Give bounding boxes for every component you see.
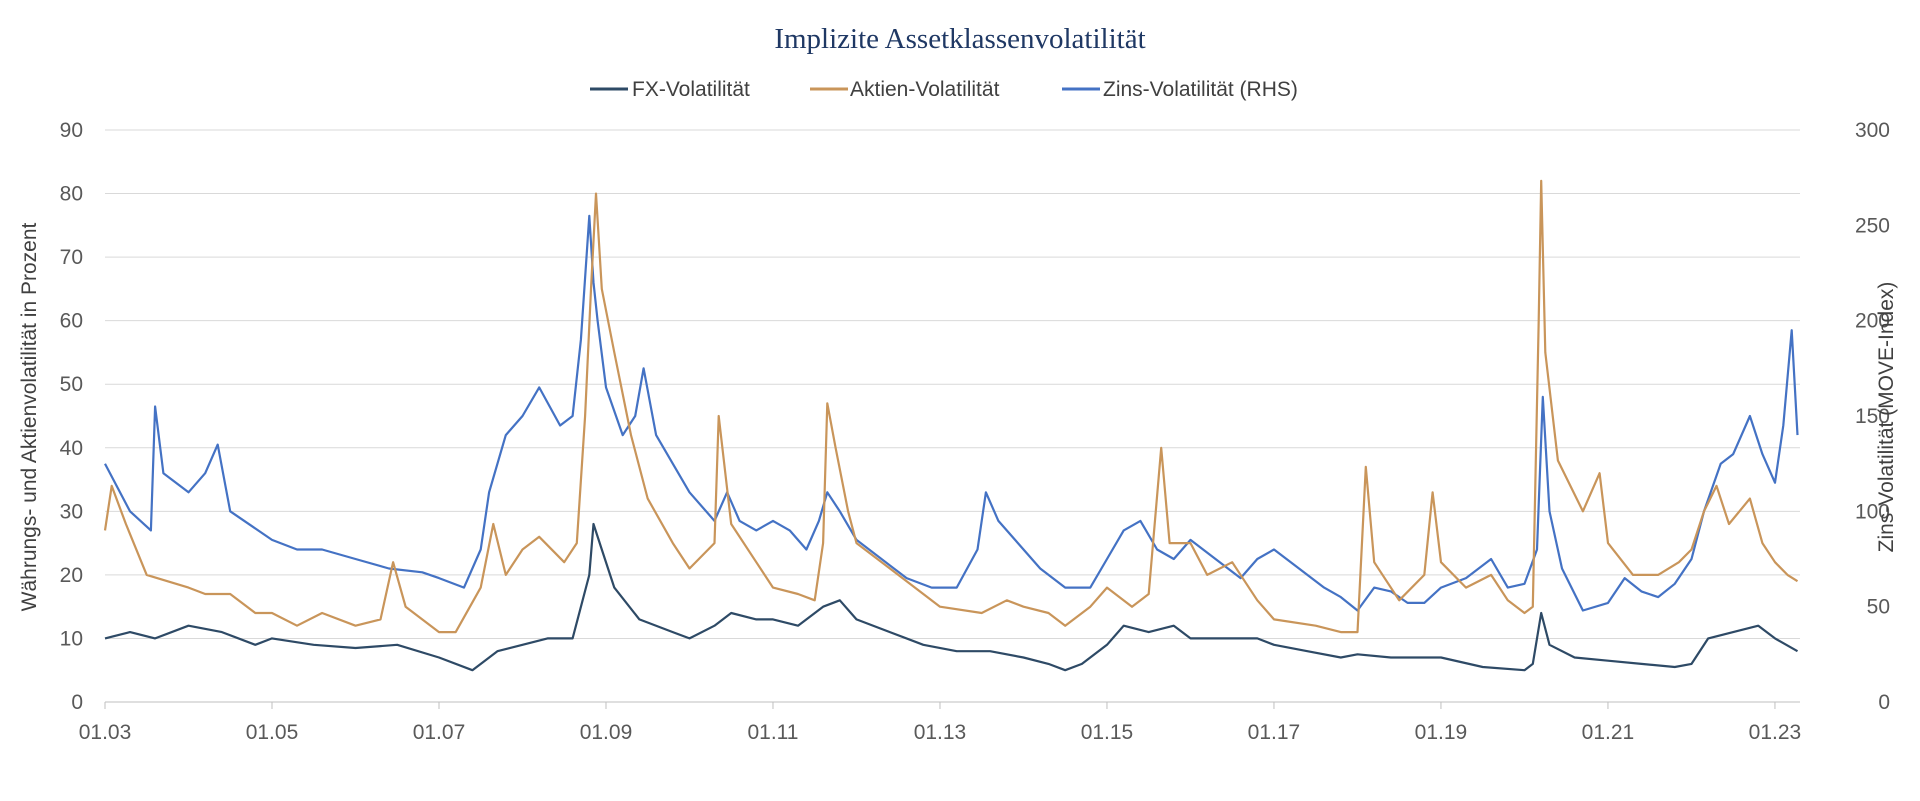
x-tick-label: 01.05	[246, 721, 299, 744]
right-axis-ticks: 0 50 100 150 200 250 300	[1855, 119, 1890, 714]
x-tick-label: 01.13	[914, 721, 967, 744]
left-tick-label: 70	[60, 246, 83, 269]
legend-label-fx: FX-Volatilität	[632, 78, 750, 101]
series-lines	[103, 179, 1799, 672]
x-tick-label: 01.15	[1081, 721, 1134, 744]
x-tick-label: 01.09	[580, 721, 633, 744]
left-tick-label: 40	[60, 437, 83, 460]
x-tick-label: 01.21	[1582, 721, 1635, 744]
left-tick-label: 10	[60, 627, 83, 650]
left-axis-ticks: 0 10 20 30 40 50 60 70 80 90	[60, 119, 83, 714]
legend-label-aktien: Aktien-Volatilität	[850, 78, 1000, 101]
left-tick-label: 60	[60, 310, 83, 333]
x-tick-label: 01.17	[1248, 721, 1301, 744]
series-line-fx-volatilit-t	[104, 522, 1799, 672]
right-tick-label: 100	[1855, 500, 1890, 523]
right-tick-label: 200	[1855, 310, 1890, 333]
right-tick-label: 300	[1855, 119, 1890, 142]
x-tick-label: 01.19	[1415, 721, 1468, 744]
x-tick-label: 01.07	[413, 721, 466, 744]
right-tick-label: 0	[1878, 691, 1890, 714]
legend: FX-Volatilität Aktien-Volatilität Zins-V…	[590, 78, 1298, 101]
chart-title: Implizite Assetklassenvolatilität	[774, 23, 1145, 55]
series-line-aktien-volatilit-t	[103, 179, 1799, 634]
right-axis-label: Zins-Volatilität (MOVE-Index)	[1875, 282, 1898, 553]
right-tick-label: 50	[1867, 596, 1890, 619]
x-tick-label: 01.11	[747, 721, 798, 744]
left-tick-label: 20	[60, 564, 83, 587]
left-axis-label: Währungs- und Aktienvolatilität in Proze…	[18, 222, 41, 611]
series-line-zins-volatilit-t-rhs	[104, 214, 1799, 612]
x-axis-ticks: 01.03 01.05 01.07 01.09 01.11 01.13 01.15 01.17…	[79, 702, 1802, 744]
x-tick-label: 01.23	[1749, 721, 1802, 744]
gridlines	[105, 129, 1800, 703]
left-tick-label: 80	[60, 183, 83, 206]
left-tick-label: 90	[60, 119, 83, 142]
left-tick-label: 0	[71, 691, 83, 714]
x-tick-label: 01.03	[79, 721, 132, 744]
right-tick-label: 150	[1855, 405, 1890, 428]
right-tick-label: 250	[1855, 214, 1890, 237]
left-tick-label: 30	[60, 500, 83, 523]
left-tick-label: 50	[60, 373, 83, 396]
legend-label-zins: Zins-Volatilität (RHS)	[1103, 78, 1298, 101]
